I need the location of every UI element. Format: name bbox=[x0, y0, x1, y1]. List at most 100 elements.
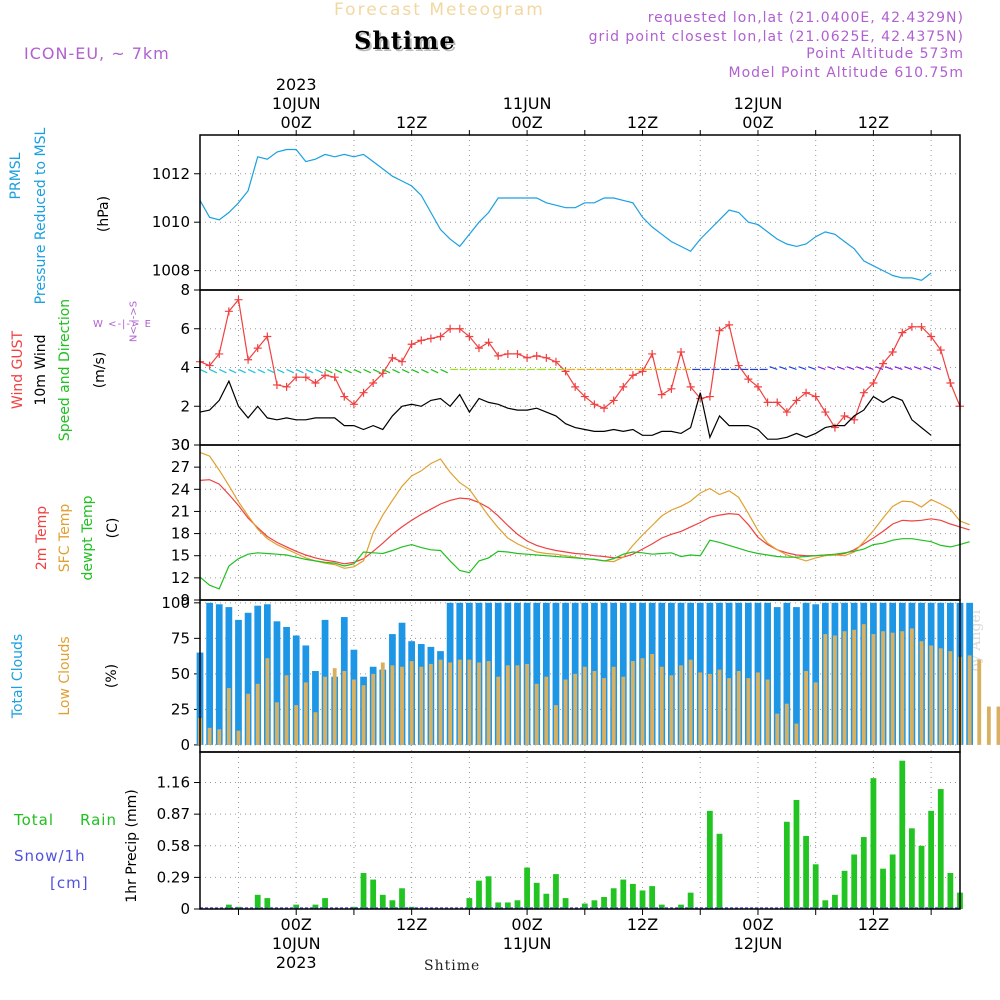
lcc-bar bbox=[573, 673, 578, 745]
y-tick-label: 1.16 bbox=[157, 774, 190, 792]
gust-marker bbox=[484, 338, 493, 347]
precip-bar bbox=[841, 870, 848, 909]
wind-arrow bbox=[421, 368, 429, 374]
lcc-bar bbox=[592, 671, 597, 745]
precip-bar bbox=[495, 902, 502, 909]
gust-marker bbox=[417, 336, 426, 345]
wind-arrow bbox=[440, 368, 449, 374]
tcc-bar bbox=[773, 607, 781, 745]
precip-bar bbox=[351, 906, 357, 909]
lcc-bar bbox=[217, 729, 222, 745]
gust-marker bbox=[677, 348, 686, 356]
lcc-bar bbox=[275, 702, 279, 745]
gust-marker bbox=[898, 328, 907, 337]
y-tick-label: 8 bbox=[180, 281, 190, 299]
wind-arrow bbox=[779, 366, 788, 371]
lcc-bar bbox=[602, 678, 606, 745]
x-bottom-label: 11JUN bbox=[503, 934, 552, 953]
wind-arrow bbox=[334, 368, 343, 374]
gust-marker bbox=[340, 392, 349, 401]
lcc-bar bbox=[948, 651, 953, 745]
gust-marker bbox=[850, 415, 859, 424]
lcc-bar bbox=[448, 662, 453, 745]
x-top-label: 12Z bbox=[858, 113, 889, 132]
gust-marker bbox=[446, 324, 455, 333]
lcc-bar bbox=[457, 659, 462, 745]
lcc-bar bbox=[784, 703, 789, 745]
lcc-bar bbox=[361, 685, 366, 745]
point-altitude: Point Altitude 573m bbox=[806, 46, 964, 62]
tcc-bar bbox=[254, 605, 262, 745]
y-tick-label: 0 bbox=[180, 436, 190, 454]
gust-marker bbox=[830, 423, 839, 432]
gust-marker bbox=[840, 411, 849, 420]
precip-bar bbox=[649, 886, 656, 909]
lcc-bar bbox=[582, 666, 587, 745]
gust-marker bbox=[263, 332, 272, 341]
precip-bar bbox=[312, 904, 319, 909]
precip-bar bbox=[918, 845, 925, 909]
precip-bar bbox=[225, 904, 232, 909]
gust-marker bbox=[657, 390, 666, 399]
lcc-bar bbox=[659, 666, 664, 745]
wind-arrow bbox=[817, 366, 826, 371]
gust-marker bbox=[205, 361, 214, 370]
lcc-bar bbox=[621, 676, 626, 745]
lcc-bar bbox=[794, 723, 799, 745]
footer-location: Shtime bbox=[424, 958, 481, 974]
y-tick-label: 9 bbox=[180, 591, 190, 609]
lcc-bar bbox=[967, 655, 972, 745]
wind-arrow bbox=[199, 368, 208, 374]
lcc-bar bbox=[303, 682, 308, 745]
x-top-label: 11JUN bbox=[503, 94, 552, 113]
wind-arrow bbox=[267, 368, 275, 374]
rain-label: Rain bbox=[80, 811, 117, 829]
wind-arrow bbox=[247, 368, 256, 374]
wind-arrow bbox=[276, 368, 285, 374]
lcc-bar bbox=[313, 712, 318, 745]
gust-marker bbox=[388, 353, 397, 362]
requested-coords: requested lon,lat (21.0400E, 42.4329N) bbox=[647, 10, 964, 26]
y-tick-label: 0.58 bbox=[157, 837, 190, 855]
x-bottom-label: 00Z bbox=[511, 915, 542, 934]
x-top-label: 00Z bbox=[511, 113, 542, 132]
lcc-bar bbox=[813, 682, 818, 745]
wind-arrow bbox=[913, 366, 922, 371]
lcc-bar bbox=[525, 663, 530, 745]
gust-marker bbox=[282, 382, 291, 391]
lcc-bar bbox=[332, 668, 337, 745]
series-line-prmsl bbox=[199, 148, 932, 281]
lcc-bar bbox=[294, 705, 299, 745]
precip-bar bbox=[553, 874, 559, 909]
precip-bar bbox=[504, 902, 511, 909]
gust-marker bbox=[234, 295, 243, 304]
lcc-bar bbox=[823, 634, 828, 745]
precip-bar bbox=[793, 799, 800, 909]
series-line-10m-wind bbox=[199, 379, 932, 440]
lcc-bar bbox=[736, 671, 741, 745]
lcc-bar bbox=[390, 665, 395, 745]
wind-arrow bbox=[401, 368, 410, 374]
lcc-bar bbox=[881, 631, 885, 745]
gust-marker bbox=[215, 349, 224, 358]
wind-arrow bbox=[923, 366, 932, 371]
panel-frame bbox=[199, 751, 961, 910]
precip-bar bbox=[562, 898, 569, 909]
precip-bar bbox=[620, 879, 627, 909]
precip-bar bbox=[860, 837, 867, 909]
gust-marker bbox=[782, 408, 791, 417]
lcc-bar bbox=[342, 671, 347, 745]
precip-bar bbox=[389, 900, 396, 909]
lcc-bar bbox=[756, 672, 760, 745]
wind-arrow bbox=[827, 366, 836, 371]
gust-marker bbox=[513, 349, 522, 358]
lcc-bar bbox=[717, 669, 722, 745]
y-tick-label: 2 bbox=[180, 397, 190, 415]
x-bottom-label: 12Z bbox=[396, 915, 427, 934]
lcc-bar bbox=[938, 648, 943, 745]
x-bottom-label: 12Z bbox=[627, 915, 658, 934]
precip-bar bbox=[476, 880, 482, 909]
gust-marker bbox=[272, 380, 281, 389]
lcc-bar bbox=[698, 672, 703, 745]
lcc-bar bbox=[380, 662, 385, 745]
